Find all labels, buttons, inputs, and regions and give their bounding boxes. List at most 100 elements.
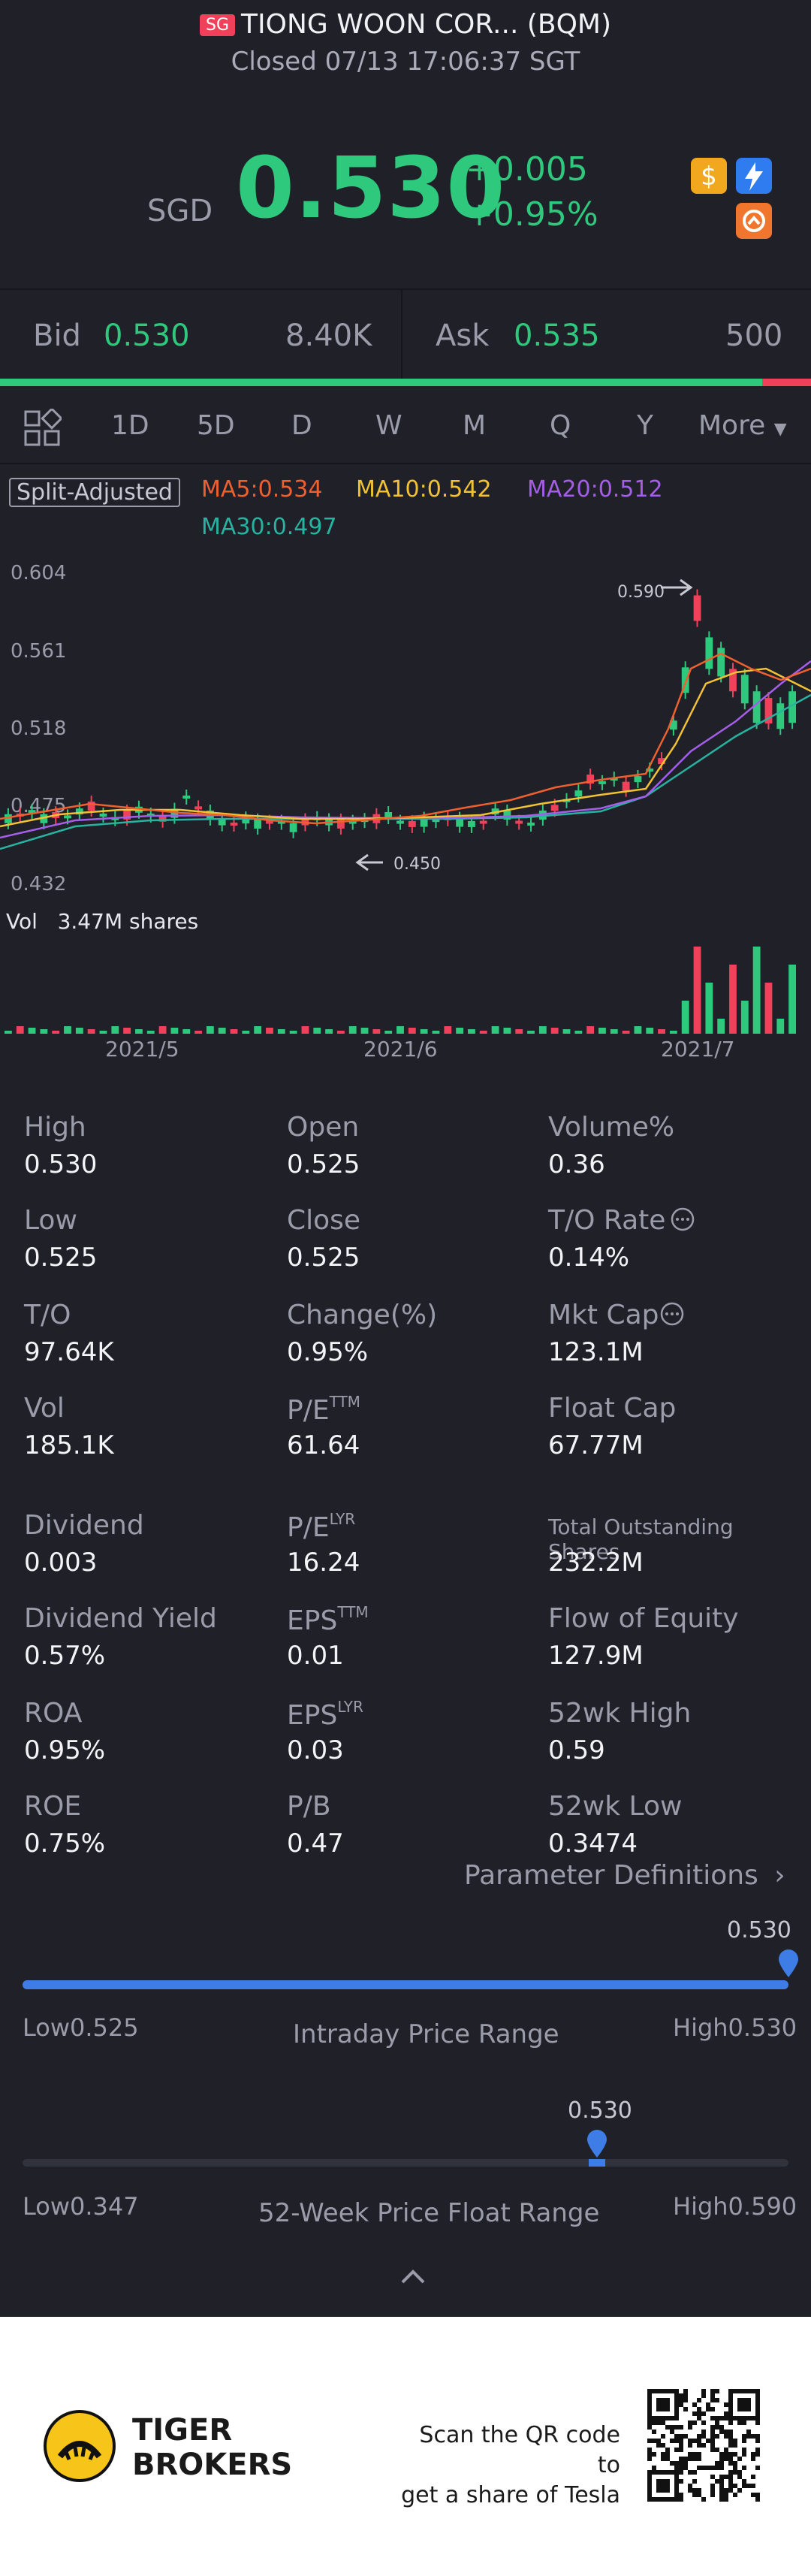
dollar-icon[interactable]: $	[691, 158, 727, 194]
stat-label: Close	[287, 1205, 361, 1236]
qr-module	[728, 2411, 733, 2416]
qr-module	[701, 2393, 706, 2398]
qr-module	[710, 2398, 715, 2402]
qr-module	[715, 2420, 719, 2425]
qr-module	[710, 2430, 715, 2434]
qr-module	[647, 2457, 652, 2461]
qr-module	[719, 2452, 724, 2457]
chevron-right-icon: ›	[774, 1860, 785, 1891]
tab-d[interactable]: D	[291, 410, 312, 441]
qr-module	[742, 2466, 746, 2470]
qr-module	[647, 2411, 652, 2416]
qr-module	[719, 2484, 724, 2488]
qr-module	[706, 2466, 710, 2470]
qr-module	[679, 2393, 683, 2398]
qr-module	[697, 2434, 701, 2439]
qr-module	[661, 2420, 665, 2425]
qr-module	[647, 2407, 652, 2411]
flash-trade-icon[interactable]	[736, 158, 772, 194]
qr-module	[674, 2389, 679, 2393]
volume-bar	[408, 1028, 416, 1034]
stat-value: 0.59	[548, 1735, 605, 1765]
qr-module	[728, 2452, 733, 2457]
info-icon[interactable]	[659, 1301, 685, 1327]
brand-line-2: BROKERS	[132, 2448, 293, 2482]
qr-module	[728, 2434, 733, 2439]
options-icon[interactable]	[736, 203, 772, 239]
qr-module	[647, 2439, 652, 2443]
volume-bar	[776, 1019, 785, 1034]
qr-module	[755, 2420, 760, 2425]
qr-module	[755, 2393, 760, 2398]
tab-1d[interactable]: 1D	[111, 410, 149, 441]
qr-code	[647, 2389, 760, 2502]
volume-bar	[681, 1001, 689, 1034]
qr-module	[688, 2443, 692, 2448]
bid-size: 8.40K	[285, 319, 372, 353]
volume-bar	[752, 947, 761, 1034]
volume-bar	[420, 1029, 428, 1034]
qr-module	[647, 2488, 652, 2493]
qr-module	[715, 2425, 719, 2430]
volume-bar	[301, 1026, 309, 1034]
stat-value: 61.64	[287, 1430, 360, 1460]
currency-label: SGD	[147, 194, 213, 228]
ma5-label: MA5:0.534	[201, 476, 323, 503]
tab-q[interactable]: Q	[550, 410, 571, 441]
tab-more[interactable]: More ▼	[698, 410, 787, 441]
qr-module	[670, 2430, 674, 2434]
tab-w[interactable]: W	[375, 410, 402, 441]
volume-bar	[764, 983, 773, 1034]
candlestick-chart[interactable]	[0, 556, 811, 901]
stat-value: 0.75%	[24, 1829, 106, 1859]
volume-bar	[348, 1026, 357, 1034]
stat-value: 0.14%	[548, 1243, 630, 1273]
qr-module	[661, 2416, 665, 2420]
chevron-up-icon[interactable]	[398, 2266, 428, 2288]
qr-module	[728, 2402, 733, 2407]
qr-module	[697, 2443, 701, 2448]
tab-5d[interactable]: 5D	[197, 410, 235, 441]
qr-module	[652, 2416, 656, 2420]
volume-bar	[622, 1031, 630, 1034]
week52-high: High0.590	[673, 2192, 797, 2221]
qr-module	[697, 2452, 701, 2457]
volume-bar	[491, 1026, 499, 1034]
qr-module	[656, 2389, 661, 2393]
volume-bar	[75, 1028, 83, 1034]
qr-module	[742, 2479, 746, 2484]
layout-grid-icon[interactable]	[23, 407, 63, 448]
qr-module	[679, 2461, 683, 2466]
qr-module	[647, 2402, 652, 2407]
qr-module	[737, 2407, 742, 2411]
stat-label: High	[24, 1112, 86, 1143]
x-tick-may: 2021/5	[105, 1037, 179, 1062]
parameter-definitions-link[interactable]: Parameter Definitions ›	[464, 1860, 785, 1891]
qr-module	[647, 2452, 652, 2457]
stat-label: P/B	[287, 1791, 331, 1822]
qr-module	[656, 2479, 661, 2484]
stat-value: 127.9M	[548, 1641, 644, 1671]
qr-module	[701, 2443, 706, 2448]
tab-m[interactable]: M	[463, 410, 487, 441]
qr-module	[737, 2475, 742, 2479]
qr-module	[742, 2416, 746, 2420]
qr-module	[746, 2402, 751, 2407]
qr-module	[661, 2443, 665, 2448]
stat-label: Vol	[24, 1393, 65, 1424]
qr-module	[719, 2493, 724, 2497]
x-tick-jul: 2021/7	[661, 1037, 735, 1062]
qr-module	[746, 2389, 751, 2393]
qr-module	[755, 2389, 760, 2393]
qr-module	[670, 2425, 674, 2430]
qr-module	[737, 2389, 742, 2393]
volume-bar	[218, 1028, 226, 1034]
qr-module	[688, 2488, 692, 2493]
qr-module	[701, 2434, 706, 2439]
info-icon[interactable]	[670, 1206, 695, 1232]
tab-y[interactable]: Y	[637, 410, 653, 441]
volume-bar	[729, 965, 737, 1034]
qr-module	[751, 2416, 755, 2420]
split-adjusted-toggle[interactable]: Split-Adjusted	[9, 478, 180, 507]
stat-label: Change(%)	[287, 1300, 438, 1330]
